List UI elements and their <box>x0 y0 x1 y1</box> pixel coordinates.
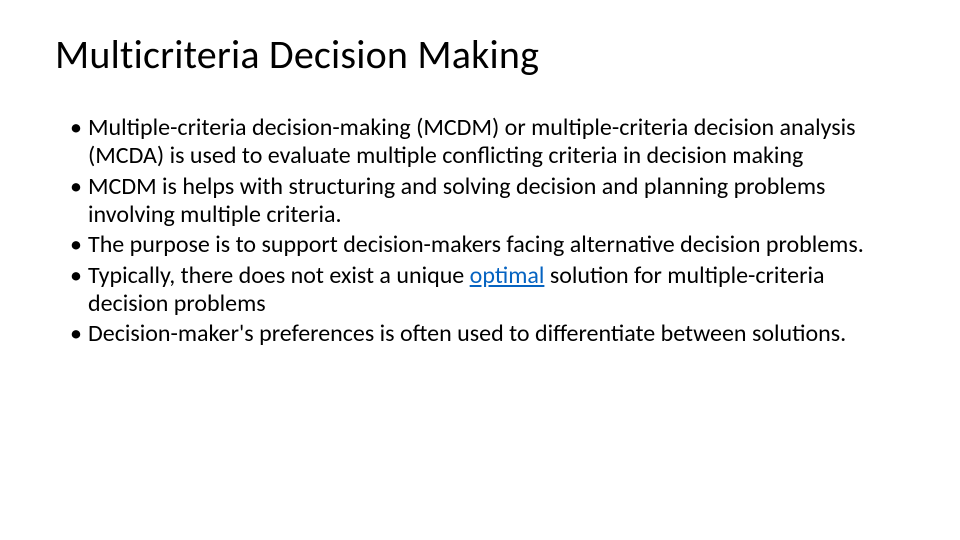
list-item: Multiple-criteria decision-making (MCDM)… <box>70 114 905 171</box>
slide: Multicriteria Decision Making Multiple-c… <box>0 0 960 540</box>
list-item: The purpose is to support decision-maker… <box>70 231 905 259</box>
list-item: Decision-maker's preferences is often us… <box>70 320 905 348</box>
list-item: MCDM is helps with structuring and solvi… <box>70 173 905 230</box>
hyperlink[interactable]: optimal <box>470 261 545 290</box>
list-item: Typically, there does not exist a unique… <box>70 262 905 319</box>
slide-title: Multicriteria Decision Making <box>55 30 905 79</box>
bullet-list: Multiple-criteria decision-making (MCDM)… <box>70 114 905 349</box>
